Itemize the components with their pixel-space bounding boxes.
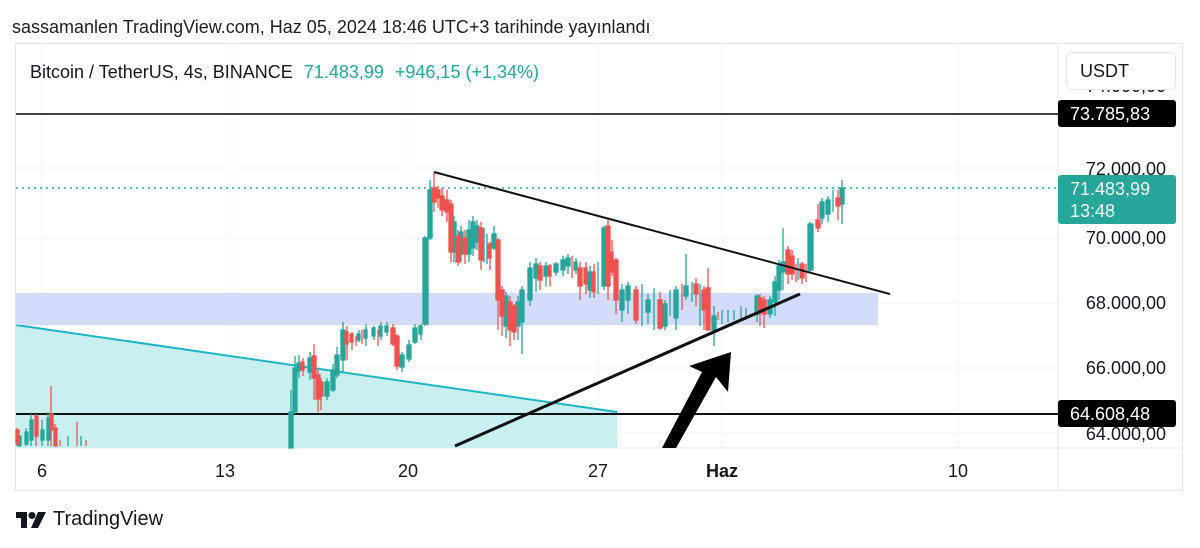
time-tick: 6	[37, 461, 47, 481]
bar-countdown-label: 13:48	[1070, 201, 1115, 221]
price-tick: 68.000,00	[1086, 293, 1166, 313]
ascending-trendline[interactable]	[454, 292, 801, 448]
current-price-label: 71.483,99	[1070, 179, 1150, 199]
currency-button[interactable]: USDT	[1066, 52, 1176, 90]
time-tick-month: Haz	[706, 461, 738, 481]
price-change: +946,15 (+1,34%)	[394, 62, 539, 82]
lower-line-price-label: 64.608,48	[1070, 404, 1150, 424]
up-arrow-annotation[interactable]	[662, 352, 731, 448]
tradingview-logo-icon	[16, 511, 46, 528]
currency-label: USDT	[1080, 60, 1129, 81]
time-axis[interactable]: 6 13 20 27 Haz 10	[37, 461, 968, 481]
descending-trendline[interactable]	[433, 171, 891, 295]
price-tick: 72.000,00	[1086, 159, 1166, 179]
time-tick: 27	[588, 461, 608, 481]
time-tick: 20	[398, 461, 418, 481]
published-line: sassamanlen TradingView.com, Haz 05, 202…	[12, 17, 651, 37]
symbol-name: Bitcoin / TetherUS, 4s, BINANCE	[30, 62, 293, 82]
lower-line-price-label-bg	[1058, 400, 1176, 427]
upper-line-price-label: 73.785,83	[1070, 104, 1150, 124]
tradingview-brand[interactable]: TradingView	[16, 508, 163, 531]
price-tick: 66.000,00	[1086, 358, 1166, 378]
support-zone[interactable]	[16, 293, 878, 325]
brand-name: TradingView	[53, 508, 164, 530]
price-tick: 70.000,00	[1086, 228, 1166, 248]
upper-line-price-label-bg	[1058, 100, 1176, 127]
symbol-legend[interactable]: Bitcoin / TetherUS, 4s, BINANCE 71.483,9…	[30, 62, 539, 83]
price-axis[interactable]: 74.000,00 72.000,00 70.000,00 68.000,00 …	[1086, 76, 1166, 444]
last-price: 71.483,99	[303, 62, 384, 82]
current-price-label-bg	[1058, 175, 1176, 224]
time-tick: 13	[215, 461, 235, 481]
time-tick: 10	[948, 461, 968, 481]
chart-frame	[15, 43, 1183, 491]
price-tick: 64.000,00	[1086, 424, 1166, 444]
